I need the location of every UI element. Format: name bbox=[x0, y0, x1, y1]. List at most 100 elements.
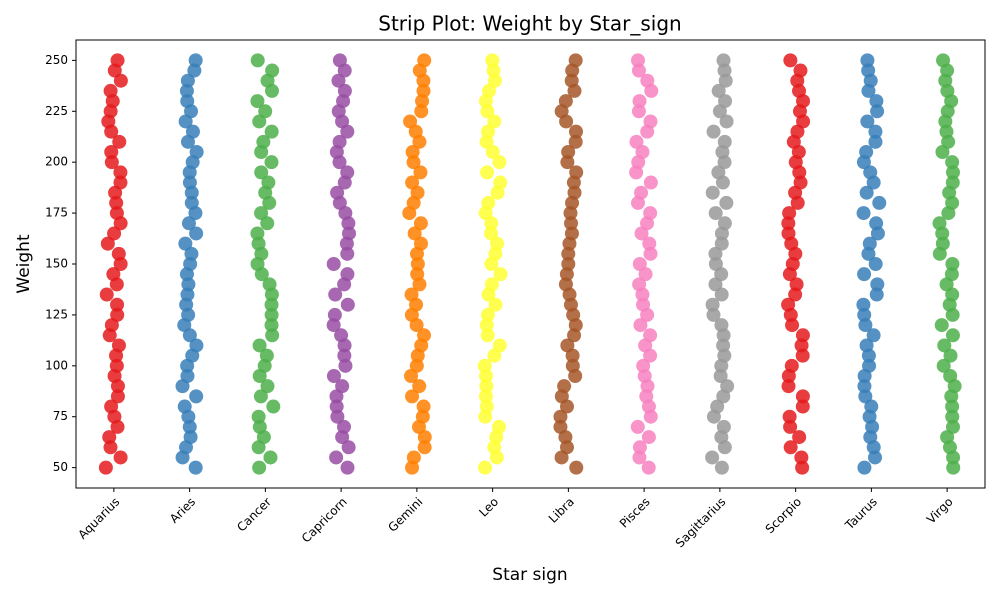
point bbox=[711, 165, 726, 180]
point bbox=[487, 114, 502, 129]
point bbox=[716, 419, 731, 434]
point bbox=[405, 145, 420, 159]
point bbox=[632, 94, 647, 109]
point bbox=[326, 369, 341, 383]
point bbox=[326, 318, 341, 333]
point bbox=[340, 297, 355, 312]
point bbox=[858, 318, 873, 333]
point bbox=[256, 134, 271, 149]
point bbox=[406, 155, 421, 170]
point bbox=[717, 216, 732, 231]
point bbox=[864, 399, 879, 414]
point bbox=[719, 195, 734, 210]
point bbox=[708, 277, 723, 292]
point bbox=[792, 430, 807, 445]
point bbox=[857, 460, 872, 475]
point bbox=[642, 236, 657, 251]
y-tick-label: 250 bbox=[45, 53, 68, 67]
y-tick-label: 50 bbox=[53, 460, 68, 474]
point bbox=[188, 460, 203, 475]
point bbox=[870, 277, 885, 292]
point bbox=[945, 328, 960, 343]
point bbox=[326, 257, 341, 271]
point bbox=[868, 124, 883, 139]
point bbox=[718, 73, 733, 88]
point bbox=[717, 63, 732, 78]
point bbox=[630, 419, 645, 434]
point bbox=[342, 226, 357, 241]
point bbox=[716, 53, 731, 68]
point bbox=[630, 53, 645, 68]
point bbox=[716, 338, 731, 353]
point bbox=[330, 409, 345, 424]
point bbox=[782, 206, 797, 221]
y-axis-label: Weight bbox=[14, 234, 34, 294]
point bbox=[107, 226, 122, 241]
point bbox=[99, 287, 114, 302]
point bbox=[859, 185, 874, 200]
point bbox=[569, 460, 584, 475]
point bbox=[488, 297, 503, 312]
point bbox=[863, 165, 878, 180]
point bbox=[713, 369, 728, 383]
point bbox=[481, 83, 496, 98]
point bbox=[643, 328, 658, 343]
point bbox=[565, 358, 580, 373]
point bbox=[557, 379, 572, 394]
point bbox=[866, 328, 881, 343]
point bbox=[109, 195, 124, 210]
point bbox=[944, 267, 959, 282]
x-tick-label: Cancer bbox=[234, 495, 274, 535]
point bbox=[410, 267, 425, 282]
point bbox=[493, 267, 508, 282]
point bbox=[265, 328, 280, 343]
point bbox=[480, 124, 495, 139]
point bbox=[945, 419, 960, 434]
point bbox=[568, 134, 583, 149]
point bbox=[636, 358, 651, 373]
point bbox=[945, 155, 960, 170]
point bbox=[795, 389, 810, 404]
point bbox=[714, 287, 729, 302]
point bbox=[561, 257, 576, 271]
point bbox=[261, 175, 276, 190]
point bbox=[946, 460, 961, 475]
point bbox=[110, 53, 125, 68]
point bbox=[480, 165, 495, 180]
point bbox=[568, 124, 583, 139]
point bbox=[639, 389, 654, 404]
point bbox=[717, 134, 732, 149]
point bbox=[714, 236, 729, 251]
point bbox=[561, 145, 576, 159]
x-tick-label: Aries bbox=[167, 495, 198, 526]
point bbox=[485, 145, 500, 159]
point bbox=[264, 124, 279, 139]
point bbox=[860, 114, 875, 129]
point bbox=[492, 155, 507, 170]
y-tick-label: 150 bbox=[45, 257, 68, 271]
y-tick-label: 100 bbox=[45, 358, 68, 372]
point bbox=[189, 338, 204, 353]
point bbox=[483, 226, 498, 241]
point bbox=[416, 83, 431, 98]
y-tick-label: 175 bbox=[45, 206, 68, 220]
point bbox=[189, 145, 204, 159]
point bbox=[413, 165, 428, 180]
points bbox=[98, 53, 962, 475]
point bbox=[189, 389, 204, 404]
point bbox=[940, 430, 955, 445]
point bbox=[705, 185, 720, 200]
point bbox=[184, 195, 199, 210]
y-tick-label: 200 bbox=[45, 155, 68, 169]
point bbox=[254, 165, 269, 180]
point bbox=[104, 399, 119, 414]
point bbox=[180, 287, 195, 302]
point bbox=[111, 338, 126, 353]
point bbox=[329, 450, 344, 465]
point bbox=[706, 124, 721, 139]
point bbox=[795, 328, 810, 343]
point bbox=[417, 430, 432, 445]
point bbox=[250, 94, 265, 109]
point bbox=[478, 460, 493, 475]
point bbox=[410, 257, 425, 271]
